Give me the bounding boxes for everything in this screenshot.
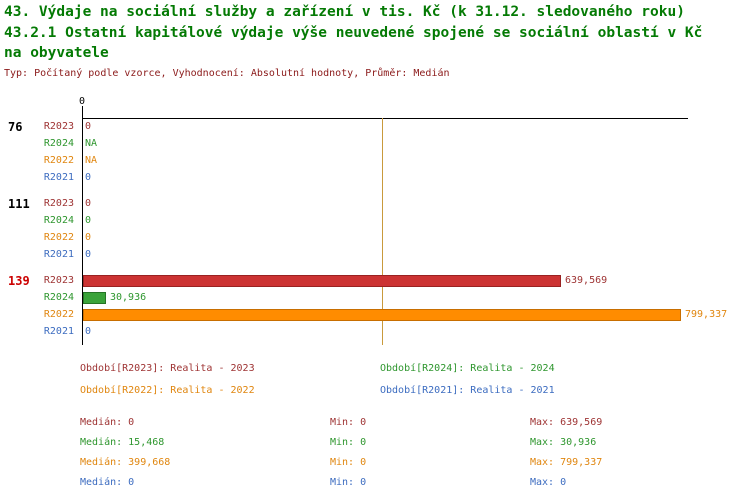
bar-value-label: NA (85, 155, 98, 166)
bar-value-label: 0 (85, 215, 92, 226)
chart-title: 43. Výdaje na sociální služby a zařízení… (4, 4, 685, 20)
stat-max: Max: 639,569 (530, 416, 603, 428)
chart-row: R2024 30,936 (0, 289, 750, 306)
chart-plot-area: 76 R2023 0 R2024 NA R2022 NA R2021 0 111 R2023 0 R20… (0, 118, 750, 349)
stat-median: Medián: 15,468 (80, 436, 165, 448)
stats-row-r2023: Medián: 0 Min: 0 Max: 639,569 (80, 412, 740, 432)
legend-item-r2022: Období[R2022]: Realita - 2022 (80, 385, 255, 396)
bar-value-label: 30,936 (110, 292, 147, 303)
stat-median: Medián: 399,668 (80, 456, 171, 468)
chart-row: R2021 0 (0, 246, 750, 263)
stat-median: Medián: 0 (80, 476, 135, 488)
stats-row-r2024: Medián: 15,468 Min: 0 Max: 30,936 (80, 432, 740, 452)
stats-row-r2022: Medián: 399,668 Min: 0 Max: 799,337 (80, 452, 740, 472)
group-label: 76 (8, 120, 23, 134)
bar-value-label: 0 (85, 249, 92, 260)
series-label-r2021: R2021 (43, 249, 74, 260)
chart-stats: Medián: 0 Min: 0 Max: 639,569 Medián: 15,46… (80, 412, 740, 492)
series-label-r2022: R2022 (43, 155, 74, 166)
series-label-r2023: R2023 (43, 275, 74, 286)
bar-value-label: 0 (85, 172, 92, 183)
stat-max: Max: 799,337 (530, 456, 603, 468)
stat-min: Min: 0 (330, 456, 367, 468)
bar-value-label: 799,337 (685, 309, 728, 320)
group-label: 111 (8, 197, 30, 211)
bar-value-label: 0 (85, 121, 92, 132)
stat-median: Medián: 0 (80, 416, 135, 428)
bar-r2023 (83, 274, 561, 287)
legend-item-r2023: Období[R2023]: Realita - 2023 (80, 363, 255, 374)
chart-row: R2023 0 (0, 195, 750, 212)
group-label: 139 (8, 274, 30, 288)
series-label-r2024: R2024 (43, 292, 74, 303)
stat-max: Max: 0 (530, 476, 567, 488)
stat-min: Min: 0 (330, 476, 367, 488)
bar-value-label: NA (85, 138, 98, 149)
chart-row: R2023 0 (0, 118, 750, 135)
median-reference-line (382, 118, 383, 345)
y-axis-line (82, 106, 83, 345)
stat-min: Min: 0 (330, 416, 367, 428)
chart-row: R2024 0 (0, 212, 750, 229)
bar-r2024 (83, 291, 106, 304)
series-label-r2024: R2024 (43, 215, 74, 226)
series-label-r2023: R2023 (43, 121, 74, 132)
x-axis-line (82, 118, 688, 119)
stats-row-r2021: Medián: 0 Min: 0 Max: 0 (80, 472, 740, 492)
chart-row: R2023 639,569 (0, 272, 750, 289)
chart-group: 111 R2023 0 R2024 0 R2022 0 R2021 0 (0, 195, 750, 263)
series-label-r2021: R2021 (43, 326, 74, 337)
x-axis-zero-tick-label: 0 (78, 96, 86, 107)
series-label-r2022: R2022 (43, 232, 74, 243)
chart-row: R2021 0 (0, 169, 750, 186)
chart-group: 139 R2023 639,569 R2024 30,936 R2022 799,337 R2… (0, 272, 750, 340)
series-label-r2023: R2023 (43, 198, 74, 209)
bar-r2022 (83, 308, 681, 321)
chart-row: R2022 NA (0, 152, 750, 169)
legend-item-r2024: Období[R2024]: Realita - 2024 (380, 363, 555, 374)
legend-item-r2021: Období[R2021]: Realita - 2021 (380, 385, 555, 396)
series-label-r2022: R2022 (43, 309, 74, 320)
stat-max: Max: 30,936 (530, 436, 597, 448)
series-label-r2021: R2021 (43, 172, 74, 183)
bar-value-label: 0 (85, 198, 92, 209)
chart-subtitle-line2: na obyvatele (4, 45, 109, 61)
chart-row: R2024 NA (0, 135, 750, 152)
bar-value-label: 0 (85, 232, 92, 243)
chart-subtitle: 43.2.1 Ostatní kapitálové výdaje výše ne… (4, 25, 703, 41)
chart-row: R2021 0 (0, 323, 750, 340)
chart-row: R2022 799,337 (0, 306, 750, 323)
bar-value-label: 639,569 (565, 275, 608, 286)
stat-min: Min: 0 (330, 436, 367, 448)
chart-meta-line: Typ: Počítaný podle vzorce, Vyhodnocení:… (4, 68, 450, 79)
bar-value-label: 0 (85, 326, 92, 337)
chart-legend: Období[R2023]: Realita - 2023 Období[R202… (80, 362, 730, 397)
chart-row: R2022 0 (0, 229, 750, 246)
series-label-r2024: R2024 (43, 138, 74, 149)
chart-group: 76 R2023 0 R2024 NA R2022 NA R2021 0 (0, 118, 750, 186)
